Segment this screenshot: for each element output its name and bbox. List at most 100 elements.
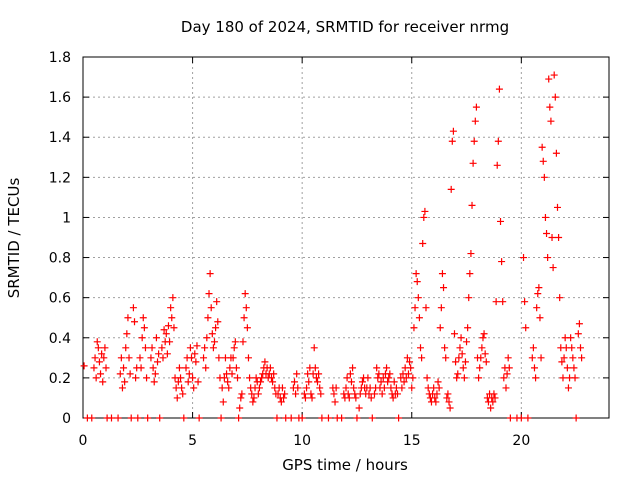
data-point	[129, 304, 137, 312]
data-point	[575, 320, 583, 328]
data-point	[540, 173, 548, 181]
data-point	[293, 370, 301, 378]
data-point	[403, 354, 411, 362]
data-point	[353, 414, 361, 422]
data-point	[300, 390, 308, 398]
data-point	[95, 358, 103, 366]
x-axis-title: GPS time / hours	[282, 456, 408, 474]
data-point	[120, 364, 128, 372]
data-point	[138, 334, 146, 342]
y-tick-label: 1.2	[49, 170, 71, 186]
data-point	[407, 364, 415, 372]
data-point	[137, 364, 145, 372]
x-tick-label: 5	[188, 433, 197, 449]
data-point	[417, 344, 425, 352]
data-point	[436, 324, 444, 332]
data-point	[213, 298, 221, 306]
data-point	[479, 334, 487, 342]
data-point	[298, 414, 306, 422]
data-point	[238, 390, 246, 398]
data-point	[468, 201, 476, 209]
data-point	[446, 404, 454, 412]
data-point	[346, 370, 354, 378]
data-point	[107, 414, 115, 422]
data-point	[350, 384, 358, 392]
data-point	[98, 350, 106, 358]
data-point	[390, 378, 398, 386]
data-point	[432, 398, 440, 406]
y-tick-label: 0.4	[49, 331, 71, 347]
data-point	[241, 290, 249, 298]
data-point	[168, 314, 176, 322]
y-tick-label: 0.2	[49, 371, 71, 387]
data-point	[494, 137, 502, 145]
data-point	[305, 378, 313, 386]
data-point	[114, 414, 122, 422]
data-point	[452, 358, 460, 366]
data-point	[385, 374, 393, 382]
data-point	[208, 330, 216, 338]
data-point	[215, 354, 223, 362]
data-point	[559, 374, 567, 382]
data-point	[152, 334, 160, 342]
data-point	[281, 390, 289, 398]
data-point	[193, 342, 201, 350]
data-point	[204, 314, 212, 322]
data-point	[173, 394, 181, 402]
data-point	[225, 384, 233, 392]
data-point	[556, 294, 564, 302]
data-point	[476, 364, 484, 372]
x-tick-label: 15	[403, 433, 421, 449]
data-point	[408, 384, 416, 392]
data-point	[349, 364, 357, 372]
data-point	[218, 384, 226, 392]
data-point	[226, 364, 234, 372]
data-point	[250, 394, 258, 402]
data-point	[449, 127, 457, 135]
data-point	[158, 344, 166, 352]
data-point	[543, 229, 551, 237]
data-point	[191, 350, 199, 358]
data-point	[294, 384, 302, 392]
data-point	[547, 117, 555, 125]
data-point	[421, 207, 429, 215]
data-point	[200, 354, 208, 362]
data-point	[459, 364, 467, 372]
data-point	[347, 378, 355, 386]
data-point	[528, 354, 536, 362]
data-point	[166, 338, 174, 346]
data-point	[493, 161, 501, 169]
data-point	[212, 324, 220, 332]
data-point	[232, 364, 240, 372]
data-point	[154, 358, 162, 366]
data-point	[217, 414, 225, 422]
data-point	[448, 137, 456, 145]
data-point	[413, 278, 421, 286]
data-point	[571, 374, 579, 382]
data-point	[560, 354, 568, 362]
data-point	[444, 390, 452, 398]
data-point	[504, 354, 512, 362]
data-point	[287, 414, 295, 422]
data-point	[117, 354, 125, 362]
data-point	[324, 414, 332, 422]
data-point	[141, 344, 149, 352]
data-point	[404, 370, 412, 378]
data-point	[521, 298, 529, 306]
data-point	[187, 354, 195, 362]
data-point	[318, 414, 326, 422]
data-point	[116, 370, 124, 378]
data-point	[242, 304, 250, 312]
data-point	[553, 203, 561, 211]
data-point	[578, 354, 586, 362]
data-point	[375, 370, 383, 378]
data-point	[377, 378, 385, 386]
data-point	[80, 362, 88, 370]
data-point	[517, 414, 525, 422]
data-point	[231, 338, 239, 346]
data-point	[395, 414, 403, 422]
data-point	[415, 314, 423, 322]
axes: 0 0.2 0.4 0.6 0.8 1 1.2 1.4 1.6 1.8 0 5 10 15 20	[49, 50, 610, 449]
data-point	[530, 364, 538, 372]
